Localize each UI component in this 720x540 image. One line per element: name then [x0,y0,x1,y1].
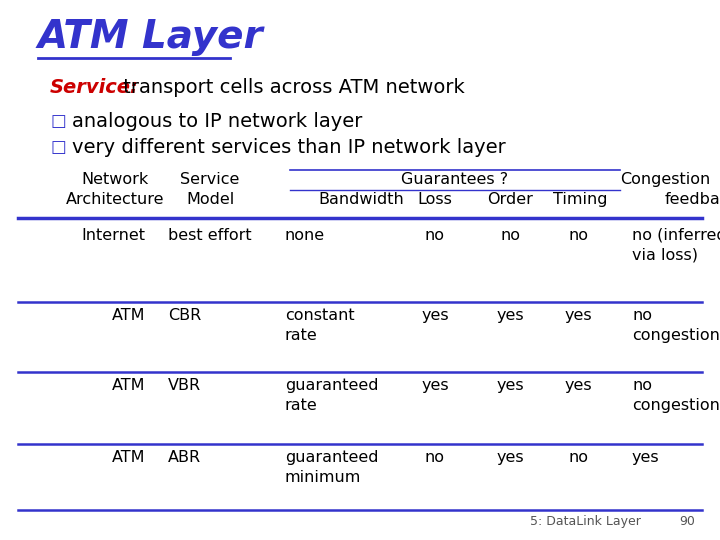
Text: no: no [568,228,588,243]
Text: Model: Model [186,192,234,207]
Text: guaranteed
rate: guaranteed rate [285,378,379,413]
Text: no: no [425,450,445,465]
Text: ABR: ABR [168,450,201,465]
Text: no
congestion: no congestion [632,308,720,343]
Text: no (inferred
via loss): no (inferred via loss) [632,228,720,263]
Text: guaranteed
minimum: guaranteed minimum [285,450,379,485]
Text: □: □ [50,112,66,130]
Text: Bandwidth: Bandwidth [318,192,404,207]
Text: Architecture: Architecture [66,192,164,207]
Text: no: no [425,228,445,243]
Text: yes: yes [564,308,592,323]
Text: constant
rate: constant rate [285,308,355,343]
Text: Internet: Internet [81,228,145,243]
Text: yes: yes [421,308,449,323]
Text: □: □ [50,138,66,156]
Text: ATM: ATM [112,378,145,393]
Text: yes: yes [496,450,524,465]
Text: yes: yes [421,378,449,393]
Text: CBR: CBR [168,308,202,323]
Text: Timing: Timing [553,192,607,207]
Text: none: none [285,228,325,243]
Text: Service:: Service: [50,78,139,97]
Text: very different services than IP network layer: very different services than IP network … [72,138,505,157]
Text: Service: Service [180,172,240,187]
Text: transport cells across ATM network: transport cells across ATM network [117,78,464,97]
Text: VBR: VBR [168,378,201,393]
Text: 90: 90 [679,515,695,528]
Text: feedback: feedback [665,192,720,207]
Text: Guarantees ?: Guarantees ? [402,172,508,187]
Text: best effort: best effort [168,228,251,243]
Text: no: no [568,450,588,465]
Text: no
congestion: no congestion [632,378,720,413]
Text: analogous to IP network layer: analogous to IP network layer [72,112,362,131]
Text: yes: yes [496,308,524,323]
Text: Loss: Loss [418,192,452,207]
Text: Congestion: Congestion [620,172,710,187]
Text: 5: DataLink Layer: 5: DataLink Layer [530,515,641,528]
Text: no: no [500,228,520,243]
Text: yes: yes [564,378,592,393]
Text: Network: Network [81,172,148,187]
Text: yes: yes [632,450,660,465]
Text: ATM: ATM [112,308,145,323]
Text: ATM: ATM [112,450,145,465]
Text: ATM Layer: ATM Layer [38,18,264,56]
Text: Order: Order [487,192,533,207]
Text: yes: yes [496,378,524,393]
